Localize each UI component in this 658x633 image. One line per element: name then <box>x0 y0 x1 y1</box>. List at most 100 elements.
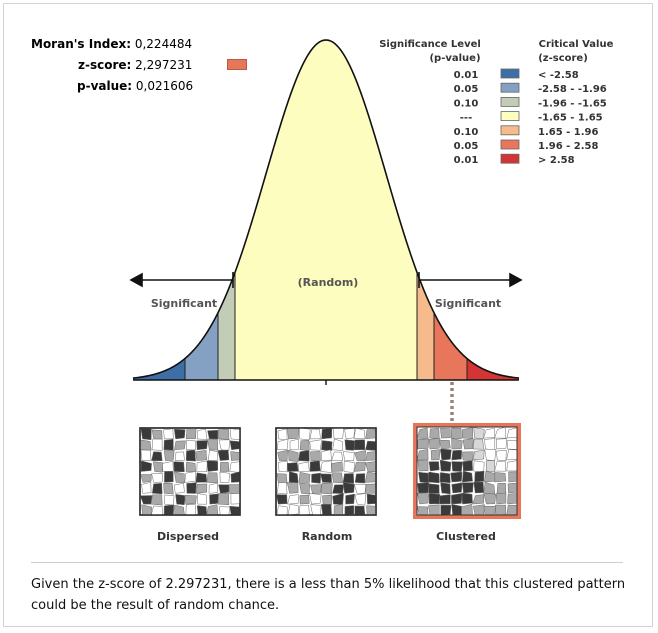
map-polygon <box>196 505 207 516</box>
left-significant-label: Significant <box>151 297 217 310</box>
map-polygon <box>508 471 518 483</box>
map-polygon <box>451 461 463 472</box>
map-polygon <box>218 428 230 440</box>
band-z-1.96-2.58 <box>434 40 467 380</box>
map-polygon <box>151 438 163 451</box>
map-polygon <box>309 439 322 451</box>
map-polygon <box>506 504 518 516</box>
map-polygon <box>331 451 343 462</box>
map-polygon <box>298 450 310 462</box>
map-polygon <box>450 471 463 483</box>
map-polygon <box>473 481 484 494</box>
map-polygon <box>483 492 497 505</box>
map-polygon <box>164 471 174 483</box>
map-polygon <box>416 448 429 461</box>
map-polygon <box>427 471 440 484</box>
map-polygon <box>439 459 452 472</box>
map-polygon <box>462 438 474 450</box>
map-polygon <box>277 428 288 441</box>
map-polygon <box>332 438 343 451</box>
map-polygon <box>174 440 186 451</box>
map-polygon <box>277 438 289 451</box>
map-polygon <box>321 440 333 452</box>
legend-crit-subheader: (z-score) <box>538 53 588 64</box>
map-polygon <box>344 428 356 440</box>
map-polygon <box>332 484 344 494</box>
map-polygon <box>365 451 377 461</box>
map-polygon <box>440 504 452 516</box>
map-polygon <box>321 504 332 516</box>
map-polygon <box>311 472 321 484</box>
map-polygon <box>472 450 485 461</box>
map-polygon <box>342 482 355 494</box>
map-polygon <box>462 460 473 472</box>
map-polygon <box>451 493 463 505</box>
random-panel-label: Random <box>302 530 353 543</box>
map-polygon <box>451 449 462 461</box>
map-polygon <box>310 504 322 516</box>
map-polygon <box>495 438 508 450</box>
legend-sig-header: Significance Level <box>379 39 481 50</box>
map-polygon <box>298 461 310 472</box>
map-polygon <box>288 449 299 462</box>
map-polygon <box>342 451 355 461</box>
map-polygon <box>366 505 377 516</box>
map-polygon <box>299 494 310 505</box>
morans-index-row: Moran's Index: 0,224484 <box>31 37 192 51</box>
map-polygon <box>429 427 440 439</box>
map-polygon <box>321 449 332 461</box>
map-polygon <box>217 449 230 461</box>
left-arrow <box>129 272 234 288</box>
map-polygon <box>333 503 344 516</box>
map-polygon <box>174 482 185 494</box>
map-polygon <box>141 482 152 494</box>
pvalue-value: 0,021606 <box>135 79 194 93</box>
random-label: (Random) <box>298 276 359 289</box>
map-polygon <box>310 484 322 494</box>
map-polygon <box>483 505 496 516</box>
map-polygon <box>416 506 429 516</box>
map-polygon <box>309 428 321 440</box>
map-polygon <box>276 473 288 484</box>
right-significant-label: Significant <box>435 297 501 310</box>
legend-zscore-4: 1.65 - 1.96 <box>538 127 599 138</box>
map-polygon <box>310 451 321 462</box>
map-polygon <box>506 440 518 450</box>
map-polygon <box>163 428 174 440</box>
legend: Significance Level (p-value) Critical Va… <box>379 39 613 166</box>
map-polygon <box>208 482 219 494</box>
map-polygon <box>495 492 507 505</box>
map-polygon <box>451 482 463 494</box>
map-polygon <box>440 448 452 461</box>
map-polygon <box>277 449 288 461</box>
map-polygon <box>451 437 463 450</box>
map-polygon <box>485 460 496 473</box>
legend-pvalue-1: 0.05 <box>454 84 479 95</box>
map-polygon <box>286 428 300 440</box>
map-polygon <box>484 438 496 451</box>
random-panel <box>275 427 377 516</box>
map-polygon <box>428 461 440 472</box>
map-polygon <box>474 470 485 483</box>
map-polygon <box>174 451 185 461</box>
map-polygon <box>331 472 343 484</box>
map-polygon <box>229 461 241 473</box>
map-polygon <box>439 439 451 450</box>
map-polygon <box>462 470 473 483</box>
map-polygon <box>287 494 299 505</box>
map-polygon <box>473 460 485 473</box>
zscore-label: z-score: <box>78 58 132 72</box>
map-polygon <box>332 427 344 440</box>
map-polygon <box>417 459 429 472</box>
zscore-row: z-score: 2,297231 <box>78 58 192 72</box>
map-polygon <box>218 439 230 451</box>
map-polygon <box>365 440 377 451</box>
morans-index-value: 0,224484 <box>134 37 193 51</box>
map-polygon <box>150 494 163 506</box>
map-polygon <box>484 448 497 461</box>
legend-pvalue-0: 0.01 <box>454 70 479 81</box>
map-polygon <box>440 428 451 439</box>
map-polygon <box>320 482 333 495</box>
band-z-1.65-1.96 <box>417 40 434 380</box>
map-polygon <box>428 504 440 516</box>
